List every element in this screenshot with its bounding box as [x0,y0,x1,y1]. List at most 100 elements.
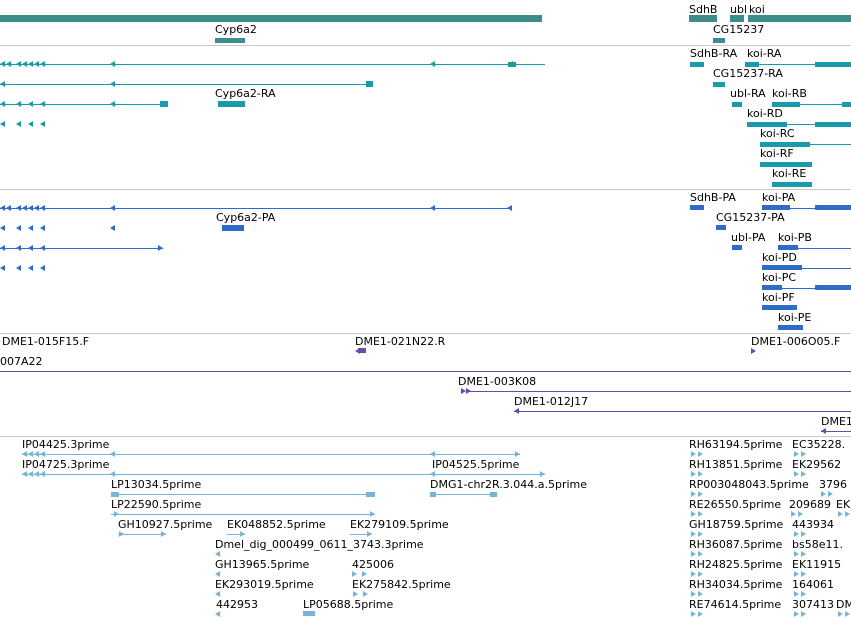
transcript-label[interactable]: koi-RC [760,127,795,140]
est-arrow[interactable] [110,451,115,457]
est-arrow[interactable] [794,611,799,617]
est-label[interactable]: GH18759.5prime [689,518,784,531]
est-exon[interactable] [303,611,315,616]
est-arrow[interactable] [801,551,806,557]
protein-label[interactable]: koi-PB [778,231,812,244]
protein-exon-arrow[interactable] [0,205,5,211]
protein-exon[interactable] [716,225,726,230]
transcript-exon-arrow[interactable] [0,61,5,67]
protein-exon-arrow[interactable] [16,265,21,271]
protein-exon-arrow[interactable] [430,205,435,211]
protein-exon-arrow[interactable] [0,265,5,271]
transcript-exon-arrow[interactable] [40,101,45,107]
transcript-exon-arrow[interactable] [40,61,45,67]
est-label[interactable]: 164061 [792,578,834,591]
est-arrow[interactable] [845,511,850,517]
gene-label-koi[interactable]: koi [749,3,765,16]
transcript-exon-arrow[interactable] [110,81,115,87]
protein-exon-arrow[interactable] [507,205,512,211]
gene-bar[interactable] [748,15,851,22]
est-label[interactable]: RH34034.5prime [689,578,783,591]
est-label[interactable]: IP04725.3prime [22,458,110,471]
est-label[interactable]: Dmel_dig_000499_0611_3743.3prime [215,538,424,551]
est-arrow[interactable] [215,611,220,617]
est-arrow[interactable] [691,491,696,497]
est-arrow[interactable] [698,471,703,477]
protein-exon[interactable] [732,245,742,250]
protein-exon-arrow[interactable] [16,245,21,251]
est-arrow[interactable] [845,611,850,617]
est-label[interactable]: EK29562 [792,458,842,471]
est-arrow[interactable] [161,531,166,537]
est-arrow[interactable] [515,451,520,457]
protein-exon-arrow[interactable] [34,205,39,211]
est-arrow[interactable] [691,531,696,537]
est-label[interactable]: LP05688.5prime [303,598,394,611]
est-arrow[interactable] [821,491,826,497]
transcript-exon-arrow[interactable] [16,121,21,127]
est-arrow[interactable] [353,591,358,597]
transcript-exon-arrow[interactable] [110,101,115,107]
est-exon[interactable] [430,492,436,497]
est-arrow[interactable] [794,471,799,477]
est-arrow[interactable] [801,591,806,597]
est-arrow[interactable] [22,471,27,477]
est-arrow[interactable] [698,591,703,597]
transcript-exon-arrow[interactable] [22,61,27,67]
transcript-exon[interactable] [713,82,725,87]
est-arrow[interactable] [691,611,696,617]
transcript-exon-arrow[interactable] [16,61,21,67]
est-label[interactable]: LP13034.5prime [111,478,202,491]
est-label[interactable]: RH24825.5prime [689,558,783,571]
protein-exon[interactable] [690,205,704,210]
est-arrow[interactable] [801,611,806,617]
protein-exon-arrow[interactable] [16,225,21,231]
protein-exon-arrow[interactable] [0,225,5,231]
protein-label[interactable]: koi-PE [778,311,812,324]
clone-label[interactable]: DME1-003K08 [458,375,537,388]
protein-exon-arrow[interactable] [110,225,115,231]
est-arrow[interactable] [540,471,545,477]
protein-label[interactable]: Cyp6a2-PA [216,211,276,224]
est-arrow[interactable] [363,591,368,597]
est-arrow[interactable] [40,471,45,477]
protein-exon[interactable] [778,325,803,330]
est-arrow[interactable] [40,451,45,457]
est-arrow[interactable] [215,571,220,577]
est-arrow[interactable] [215,551,220,557]
est-label[interactable]: RE26550.5prime [689,498,782,511]
est-arrow[interactable] [798,511,803,517]
transcript-exon[interactable] [747,122,787,127]
transcript-label[interactable]: ubl-RA [730,87,766,100]
transcript-label[interactable]: koi-RF [760,147,794,160]
est-label[interactable]: EK048852.5prime [227,518,326,531]
transcript-exon[interactable] [732,102,742,107]
gene-bar[interactable] [713,38,725,43]
est-label[interactable]: IP04425.3prime [22,438,110,451]
est-label[interactable]: RP003048043.5prime [689,478,809,491]
clone-bar[interactable] [358,348,366,353]
est-arrow[interactable] [698,491,703,497]
est-label[interactable]: LP22590.5prime [111,498,202,511]
est-arrow[interactable] [794,551,799,557]
protein-label[interactable]: CG15237-PA [716,211,785,224]
transcript-exon-arrow[interactable] [110,61,115,67]
est-label[interactable]: EK [836,498,851,511]
transcript-exon[interactable] [366,81,373,87]
est-arrow[interactable] [28,471,33,477]
est-arrow[interactable] [215,591,220,597]
protein-label[interactable]: SdhB-PA [690,191,736,204]
protein-exon[interactable] [778,245,798,250]
transcript-exon[interactable] [508,62,516,67]
gene-label-sdhb[interactable]: SdhB [689,3,718,16]
est-arrow[interactable] [794,531,799,537]
transcript-exon[interactable] [760,142,810,147]
est-arrow[interactable] [698,531,703,537]
est-label[interactable]: RH13851.5prime [689,458,783,471]
est-arrow[interactable] [114,511,119,517]
protein-exon[interactable] [762,205,790,210]
est-arrow[interactable] [801,531,806,537]
protein-exon[interactable] [762,265,802,270]
est-label[interactable]: DMG1-chr2R.3.044.a.5prime [430,478,588,491]
est-arrow[interactable] [34,471,39,477]
